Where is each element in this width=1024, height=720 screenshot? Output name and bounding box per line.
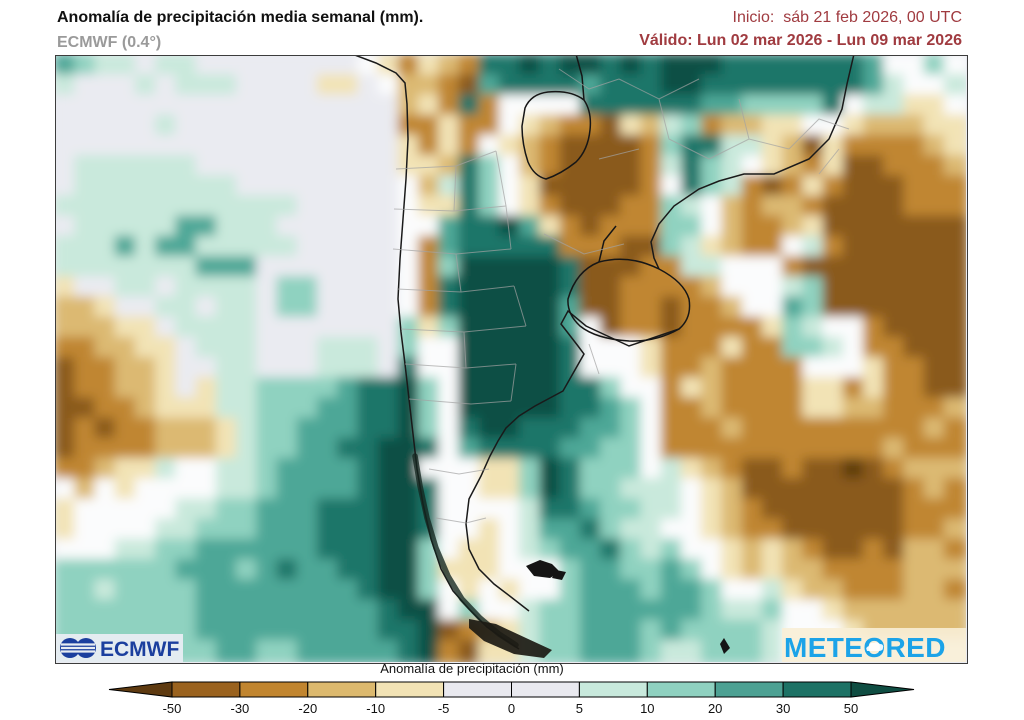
svg-text:-5: -5: [438, 701, 450, 716]
svg-text:30: 30: [776, 701, 790, 716]
svg-text:50: 50: [844, 701, 858, 716]
svg-text:10: 10: [640, 701, 654, 716]
svg-text:-10: -10: [366, 701, 385, 716]
svg-text:-50: -50: [163, 701, 182, 716]
svg-text:-20: -20: [298, 701, 317, 716]
svg-text:0: 0: [508, 701, 515, 716]
svg-text:5: 5: [576, 701, 583, 716]
svg-text:ECMWF: ECMWF: [100, 638, 179, 661]
svg-text:20: 20: [708, 701, 722, 716]
svg-text:-30: -30: [231, 701, 250, 716]
svg-text:METEORED: METEORED: [784, 632, 946, 662]
